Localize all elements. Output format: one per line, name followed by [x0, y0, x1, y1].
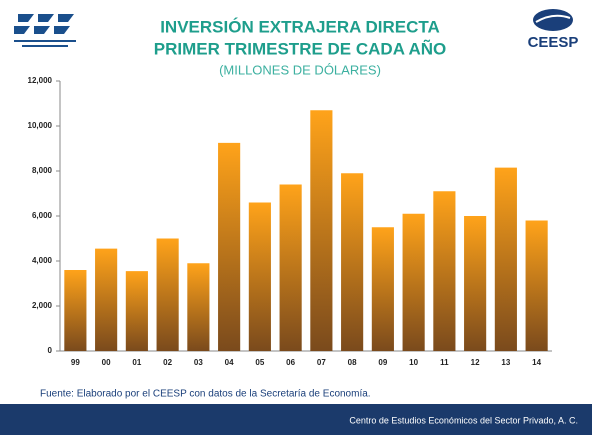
bar	[371, 227, 394, 351]
bar	[310, 110, 333, 351]
x-tick-label: 02	[163, 358, 172, 367]
x-tick-label: 03	[194, 358, 203, 367]
bar	[341, 173, 364, 351]
bar	[525, 220, 548, 351]
bar	[402, 213, 425, 351]
bar	[433, 191, 456, 351]
x-tick-label: 14	[532, 358, 541, 367]
bar	[95, 248, 118, 351]
y-tick-label: 8,000	[32, 166, 53, 175]
footer-text: Centro de Estudios Económicos del Sector…	[349, 415, 578, 425]
x-tick-label: 08	[348, 358, 357, 367]
y-tick-label: 4,000	[32, 256, 53, 265]
x-tick-label: 12	[471, 358, 480, 367]
x-tick-label: 09	[378, 358, 387, 367]
x-tick-label: 05	[255, 358, 264, 367]
chart-title: INVERSIÓN EXTRAJERA DIRECTA	[160, 17, 440, 36]
bar	[464, 216, 487, 351]
bar	[248, 202, 271, 351]
x-tick-label: 07	[317, 358, 326, 367]
y-tick-label: 2,000	[32, 301, 53, 310]
y-tick-label: 0	[48, 346, 53, 355]
y-tick-label: 10,000	[28, 121, 53, 130]
left-logo	[12, 8, 84, 56]
x-tick-label: 04	[225, 358, 234, 367]
x-tick-label: 01	[132, 358, 141, 367]
x-tick-label: 99	[71, 358, 80, 367]
bar	[64, 270, 87, 351]
x-tick-label: 10	[409, 358, 418, 367]
x-tick-label: 11	[440, 358, 449, 367]
chart-title: PRIMER TRIMESTRE DE CADA AÑO	[154, 38, 446, 58]
x-tick-label: 00	[102, 358, 111, 367]
logo-text: CEESP	[528, 34, 579, 51]
y-tick-label: 6,000	[32, 211, 53, 220]
bar	[156, 238, 179, 351]
bar	[187, 263, 210, 351]
right-logo: CEESP	[528, 9, 579, 51]
x-tick-label: 13	[501, 358, 510, 367]
bar	[279, 184, 302, 351]
bar	[494, 167, 517, 351]
chart-subtitle: (MILLONES DE DÓLARES)	[219, 62, 381, 77]
source: Fuente: Elaborado por el CEESP con datos…	[40, 389, 371, 400]
y-tick-label: 12,000	[28, 76, 53, 85]
x-tick-label: 06	[286, 358, 295, 367]
footer-bar	[0, 404, 592, 435]
bar	[218, 142, 241, 351]
bar	[125, 271, 148, 351]
